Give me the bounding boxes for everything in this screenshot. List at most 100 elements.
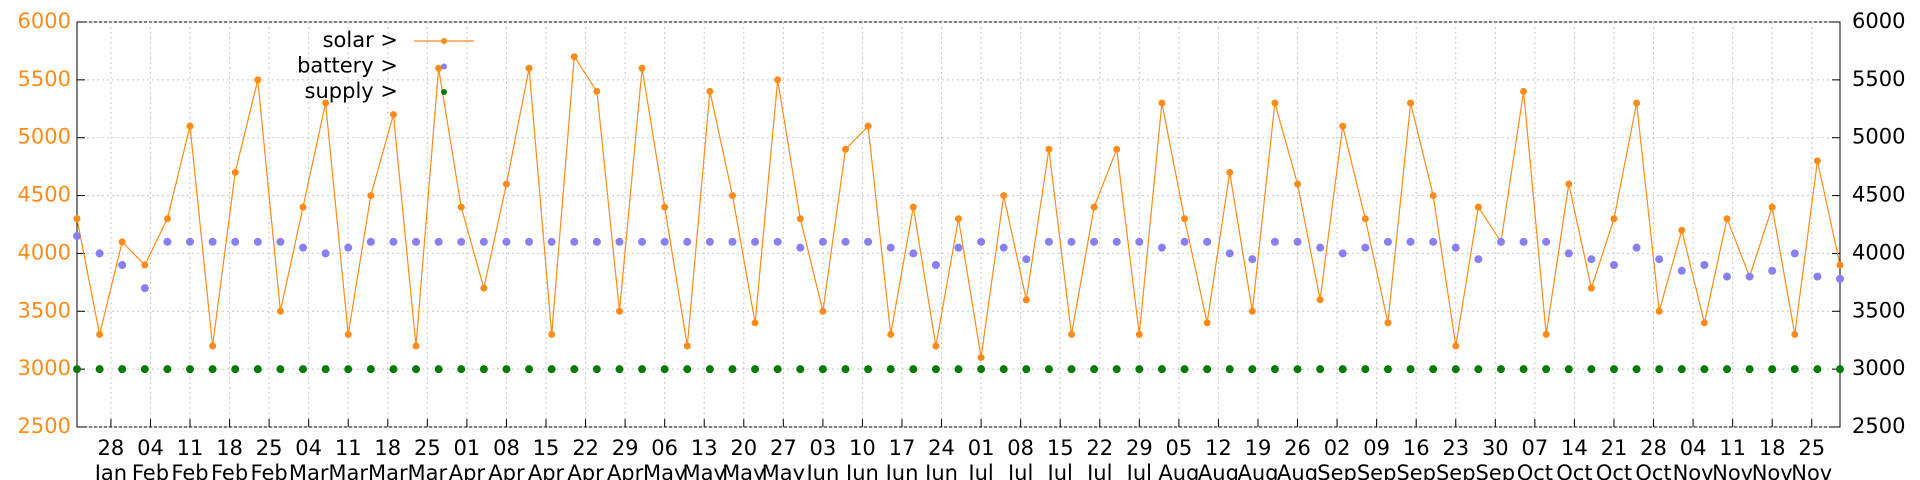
x-tick-label: 01 Jul — [966, 436, 994, 480]
data-point — [344, 365, 353, 374]
data-point — [1316, 365, 1325, 374]
data-point — [1609, 365, 1618, 374]
data-point — [660, 237, 669, 246]
data-point — [1678, 226, 1686, 234]
data-point — [1361, 365, 1370, 374]
data-point — [909, 249, 918, 258]
data-point — [1722, 272, 1731, 281]
data-point — [818, 237, 827, 246]
data-point — [1452, 342, 1460, 350]
data-point — [1248, 307, 1256, 315]
x-tick-label: 06 May — [643, 436, 686, 480]
data-point — [1045, 145, 1053, 153]
y2-tick-label: 5500 — [1852, 67, 1905, 91]
data-point — [954, 365, 963, 374]
data-point — [706, 87, 714, 95]
data-point — [276, 237, 285, 246]
x-tick-label: 28 Jan — [93, 436, 127, 480]
x-tick-label: 15 Apr — [528, 436, 565, 480]
data-point — [163, 237, 172, 246]
y2-tick-label: 5000 — [1852, 125, 1905, 149]
legend-marker — [441, 89, 447, 95]
x-tick-label: 19 Aug — [1237, 436, 1278, 480]
data-point — [864, 365, 873, 374]
data-point — [819, 307, 827, 315]
legend-marker — [441, 38, 447, 44]
data-point — [1338, 365, 1347, 374]
data-point — [299, 365, 308, 374]
data-point — [661, 203, 669, 211]
x-tick-label: 28 Oct — [1635, 436, 1671, 480]
x-tick-label: 30 Sep — [1476, 436, 1516, 480]
data-point — [95, 249, 104, 258]
data-point — [73, 215, 81, 223]
data-point — [1790, 365, 1799, 374]
data-point — [1610, 215, 1618, 223]
data-point — [1022, 296, 1030, 304]
data-point — [864, 237, 873, 246]
data-point — [186, 237, 195, 246]
data-point — [751, 319, 759, 327]
legend-label: battery > — [297, 54, 398, 78]
data-point — [1384, 319, 1392, 327]
data-point — [547, 237, 556, 246]
x-tick-label: 13 May — [683, 436, 726, 480]
data-point — [1700, 365, 1709, 374]
data-point — [660, 365, 669, 374]
data-point — [1587, 365, 1596, 374]
data-point — [479, 237, 488, 246]
data-point — [502, 237, 511, 246]
data-point — [502, 180, 510, 188]
y-tick-label: 5000 — [18, 125, 71, 149]
data-point — [96, 330, 104, 338]
data-point — [728, 365, 737, 374]
data-point — [118, 365, 127, 374]
x-tick-label: 08 Apr — [488, 436, 525, 480]
data-point — [728, 237, 737, 246]
data-point — [299, 203, 307, 211]
x-tick-label: 15 Jul — [1046, 436, 1074, 480]
x-tick-label: 08 Jul — [1006, 436, 1034, 480]
x-tick-label: 24 Jun — [923, 436, 958, 480]
data-point — [1180, 365, 1189, 374]
data-point — [1451, 365, 1460, 374]
data-point — [209, 342, 217, 350]
data-point — [1226, 168, 1234, 176]
data-point — [1474, 255, 1483, 264]
x-tick-label: 25 Feb — [251, 436, 288, 480]
data-point — [1316, 296, 1324, 304]
data-point — [638, 64, 646, 72]
y2-tick-label: 3000 — [1852, 356, 1905, 380]
data-point — [1407, 99, 1415, 107]
data-point — [1542, 237, 1551, 246]
x-tick-label: 22 Jul — [1085, 436, 1113, 480]
data-point — [1632, 243, 1641, 252]
data-point — [548, 330, 556, 338]
data-point — [1768, 203, 1776, 211]
data-point — [1181, 215, 1189, 223]
data-point — [457, 203, 465, 211]
data-point — [1361, 243, 1370, 252]
data-point — [412, 237, 421, 246]
data-point — [683, 365, 692, 374]
data-point — [886, 365, 895, 374]
data-point — [955, 215, 962, 223]
data-point — [841, 365, 850, 374]
data-point — [932, 342, 940, 350]
data-point — [773, 237, 782, 246]
data-point — [751, 365, 760, 374]
data-point — [1022, 255, 1031, 264]
data-point — [1655, 365, 1664, 374]
data-point — [479, 365, 488, 374]
data-point — [1519, 365, 1528, 374]
data-point — [254, 76, 262, 84]
data-point — [1632, 365, 1641, 374]
data-point — [1135, 237, 1144, 246]
y2-tick-label: 4000 — [1852, 240, 1905, 264]
x-tick-label: 14 Oct — [1556, 436, 1592, 480]
data-point — [592, 237, 601, 246]
data-point — [1112, 237, 1121, 246]
data-point — [1294, 180, 1302, 188]
data-point — [1316, 243, 1325, 252]
x-tick-label: 10 Jun — [844, 436, 879, 480]
